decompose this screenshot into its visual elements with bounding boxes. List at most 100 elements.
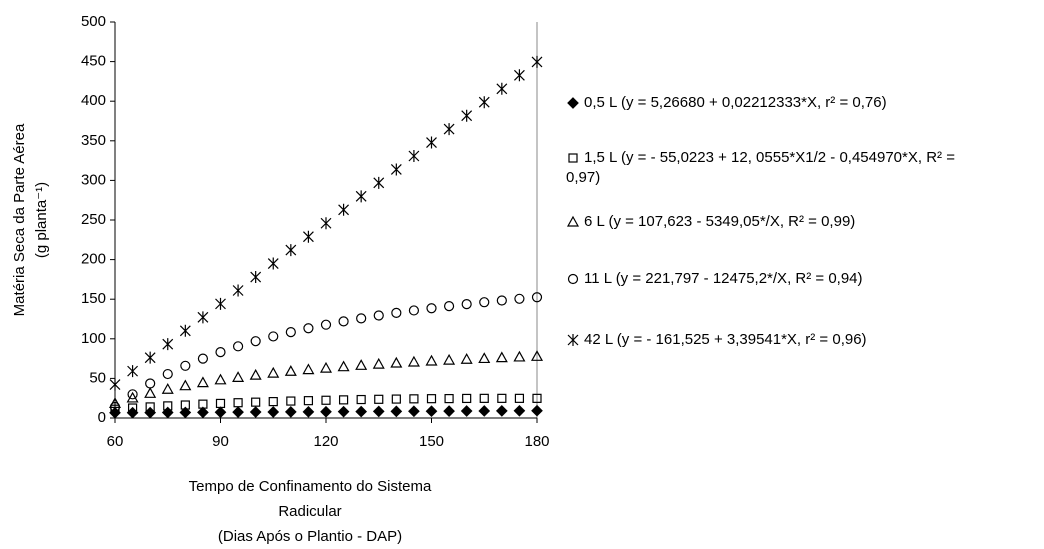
point [495, 405, 508, 417]
x-tick-label: 90 [212, 433, 229, 450]
point [303, 396, 314, 406]
legend-marker [568, 153, 578, 163]
point [338, 203, 350, 216]
point [513, 350, 526, 362]
point [232, 406, 244, 418]
point [179, 324, 191, 337]
legend-label: 0,5 L (y = 5,26680 + 0,02212333*X, r² = … [584, 94, 887, 111]
point [566, 215, 580, 227]
point [391, 307, 402, 319]
point [161, 383, 174, 394]
point [127, 403, 138, 413]
point [285, 244, 297, 257]
point [249, 406, 262, 418]
point [478, 96, 490, 109]
point [127, 365, 139, 378]
point [267, 366, 280, 378]
point [250, 336, 261, 347]
point [496, 82, 508, 95]
point [372, 405, 385, 418]
point [497, 393, 507, 403]
point [514, 393, 525, 403]
point [302, 405, 315, 418]
legend-item: 6 L (y = 107,623 - 5349,05*/X, R² = 0,99… [566, 212, 986, 232]
point [355, 190, 367, 203]
point [214, 406, 227, 419]
point [162, 338, 174, 351]
point [567, 97, 579, 109]
point [338, 316, 349, 327]
point [320, 319, 332, 330]
point [462, 393, 472, 404]
legend-item: 42 L (y = - 161,525 + 3,39541*X, r² = 0,… [566, 330, 986, 350]
point [478, 352, 491, 364]
point [373, 310, 384, 321]
point [337, 360, 350, 372]
point [320, 405, 332, 418]
point [145, 402, 155, 412]
point [478, 405, 491, 417]
point [198, 399, 208, 409]
point [514, 293, 525, 304]
series [108, 350, 544, 408]
point [391, 394, 401, 404]
point [530, 350, 544, 361]
point [251, 397, 261, 407]
point [303, 323, 314, 334]
point [233, 398, 243, 408]
point [443, 353, 456, 365]
point [215, 297, 226, 310]
point [444, 393, 454, 404]
legend-label: 42 L (y = - 161,525 + 3,39541*X, r² = 0,… [584, 331, 867, 348]
point [372, 357, 385, 369]
point [197, 311, 209, 324]
point [460, 352, 473, 364]
x-tick-label: 60 [107, 433, 124, 450]
point [390, 163, 402, 176]
point [284, 406, 297, 418]
point [531, 404, 543, 417]
y-tick-label: 100 [81, 330, 106, 347]
point [495, 351, 508, 363]
y-axis-label: Matéria Seca da Parte Aérea [11, 123, 28, 316]
point [460, 405, 473, 417]
point [250, 271, 262, 284]
point [531, 292, 543, 303]
point [180, 360, 191, 371]
point [355, 405, 368, 418]
point [179, 406, 192, 419]
point [180, 400, 190, 410]
point [162, 368, 173, 380]
point [319, 361, 333, 373]
point [321, 395, 331, 405]
point [179, 379, 192, 391]
legend-label: 11 L (y = 221,797 - 12475,2*/X, R² = 0,9… [584, 270, 863, 287]
legend-marker [567, 334, 579, 347]
point [374, 394, 384, 404]
point [268, 397, 278, 407]
y-tick-label: 500 [81, 13, 106, 30]
point [409, 394, 419, 404]
point [355, 359, 368, 370]
legend-label: 1,5 L (y = - 55,0223 + 12, 0555*X1/2 - 0… [566, 149, 955, 186]
point [127, 389, 138, 400]
point [426, 394, 437, 404]
legend-item: 11 L (y = 221,797 - 12475,2*/X, R² = 0,9… [566, 269, 986, 289]
point [426, 303, 437, 314]
point [479, 393, 489, 403]
y-tick-label: 300 [81, 171, 106, 188]
point [408, 305, 420, 316]
point [197, 406, 209, 419]
x-axis-label: Tempo de Confinamento do Sistema [189, 478, 432, 495]
series [109, 55, 543, 391]
point [337, 405, 350, 418]
point [268, 331, 279, 342]
point [232, 284, 244, 297]
legend-label: 6 L (y = 107,623 - 5349,05*/X, R² = 0,99… [584, 213, 856, 230]
y-tick-label: 0 [98, 409, 106, 426]
point [390, 356, 403, 368]
point [302, 230, 314, 243]
point [145, 378, 156, 389]
y-tick-label: 450 [81, 53, 106, 70]
